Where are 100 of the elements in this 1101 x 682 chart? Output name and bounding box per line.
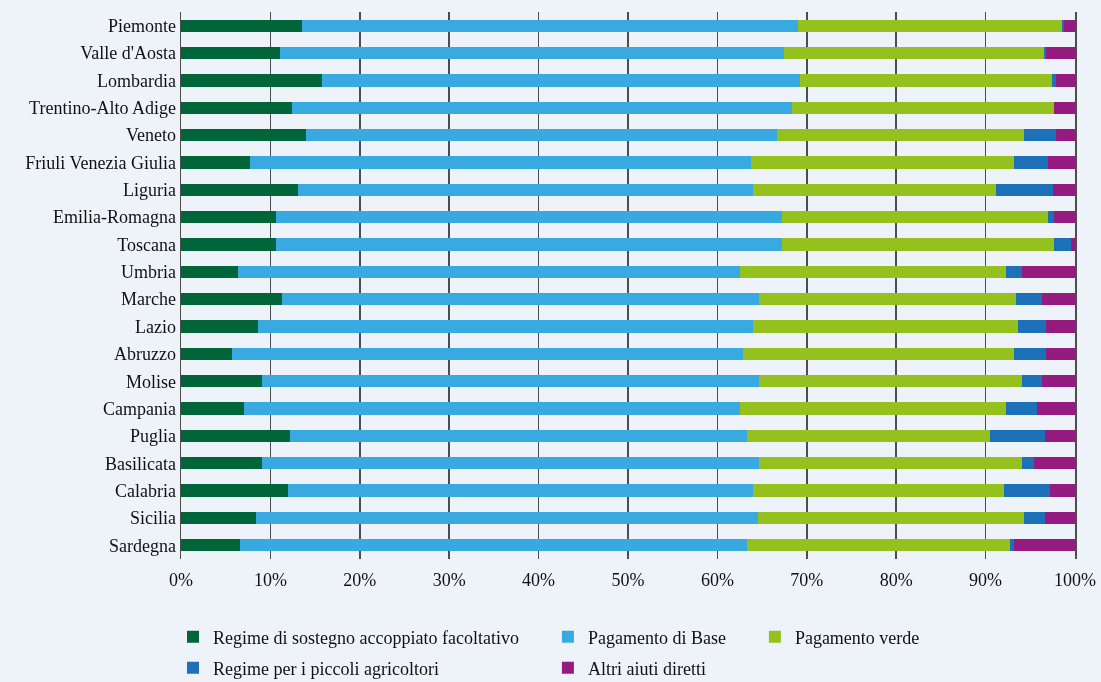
bar — [181, 402, 244, 415]
bar — [275, 210, 782, 224]
y-tick-label: Liguria — [122, 180, 176, 201]
bar — [1033, 457, 1075, 470]
bar — [282, 293, 760, 306]
bar — [1056, 128, 1075, 142]
bar — [996, 183, 1053, 196]
bar — [739, 265, 1007, 278]
bar — [181, 128, 307, 142]
y-tick-label: Marche — [120, 289, 176, 310]
x-tick-label: 0% — [169, 570, 193, 590]
bar — [257, 320, 754, 333]
bar — [1014, 347, 1047, 361]
y-tick-label: Calabria — [114, 480, 176, 501]
bar — [181, 484, 289, 497]
bar — [1024, 511, 1045, 525]
bar — [781, 210, 1049, 224]
y-tick-label: Emilia-Romagna — [52, 207, 176, 228]
bar — [757, 511, 1025, 525]
bar — [783, 46, 1044, 60]
y-tick-label: Molise — [125, 371, 176, 392]
bar — [322, 74, 800, 87]
bar — [181, 210, 276, 224]
bar — [759, 293, 1016, 306]
bar — [781, 238, 1055, 251]
bar — [238, 265, 740, 278]
bar — [1054, 101, 1075, 114]
bar — [739, 402, 1007, 415]
legend-label: Regime di sostegno accoppiato facoltativo — [213, 627, 519, 648]
y-tick-label: Friuli Venezia Giulia — [25, 152, 176, 173]
bar — [759, 375, 1023, 388]
y-tick-label: Lazio — [134, 316, 176, 337]
legend-label: Pagamento di Base — [587, 627, 726, 648]
legend-label: Altri aiuti diretti — [587, 658, 706, 679]
bar — [797, 19, 1062, 32]
bar — [1014, 156, 1049, 169]
bar — [1017, 320, 1047, 333]
bar — [181, 238, 276, 251]
bar — [1070, 238, 1075, 251]
bar — [1044, 429, 1075, 443]
bar — [1054, 210, 1075, 224]
bar — [301, 19, 798, 32]
y-tick-label: Umbria — [120, 262, 176, 283]
bar — [306, 128, 778, 142]
bar — [181, 183, 299, 196]
bar — [243, 402, 740, 415]
y-tick-label: Puglia — [129, 426, 176, 447]
bar — [746, 429, 991, 443]
bar — [1006, 402, 1037, 415]
bar — [288, 484, 754, 497]
bar — [1016, 293, 1042, 306]
bar — [1048, 156, 1075, 169]
x-tick-label: 70% — [790, 570, 824, 590]
bar — [240, 539, 747, 552]
x-tick-label: 40% — [522, 570, 556, 590]
bar — [1041, 293, 1075, 306]
bar — [1041, 375, 1075, 388]
legend-label: Pagamento verde — [794, 627, 920, 648]
y-tick-label: Lombardia — [96, 70, 176, 91]
y-tick-label: Veneto — [125, 125, 176, 146]
bar — [262, 457, 760, 470]
bar — [181, 429, 291, 443]
y-tick-label: Trentino-Alto Adige — [29, 98, 176, 119]
bar — [181, 320, 258, 333]
bar — [1022, 265, 1075, 278]
bar — [290, 429, 747, 443]
y-tick-label: Valle d'Aosta — [80, 43, 176, 64]
x-tick-label: 50% — [611, 570, 645, 590]
bar — [1046, 320, 1075, 333]
bar — [1046, 46, 1075, 60]
bar — [181, 293, 283, 306]
bar — [231, 347, 744, 361]
bar — [181, 375, 263, 388]
bar — [1024, 128, 1057, 142]
bar — [181, 511, 257, 525]
x-tick-label: 30% — [432, 570, 466, 590]
bar — [1036, 402, 1075, 415]
bar — [181, 347, 232, 361]
bar — [181, 19, 302, 32]
bar — [1044, 511, 1075, 525]
y-tick-label: Piemonte — [107, 15, 176, 36]
y-tick-label: Sardegna — [108, 535, 176, 556]
bar — [1056, 74, 1075, 87]
y-tick-label: Campania — [102, 398, 176, 419]
bar — [256, 511, 758, 525]
bar — [1022, 375, 1042, 388]
bar — [249, 156, 752, 169]
bar — [990, 429, 1045, 443]
bar — [1052, 183, 1075, 196]
bar — [181, 156, 250, 169]
y-tick-label: Basilicata — [104, 453, 176, 474]
bar — [1064, 19, 1075, 32]
bar — [181, 46, 281, 60]
bar — [298, 183, 754, 196]
y-tick-label: Toscana — [117, 234, 176, 255]
bar — [759, 457, 1023, 470]
bar — [743, 347, 1015, 361]
bar — [753, 320, 1018, 333]
x-tick-label: 90% — [969, 570, 1003, 590]
bar — [1049, 484, 1075, 497]
